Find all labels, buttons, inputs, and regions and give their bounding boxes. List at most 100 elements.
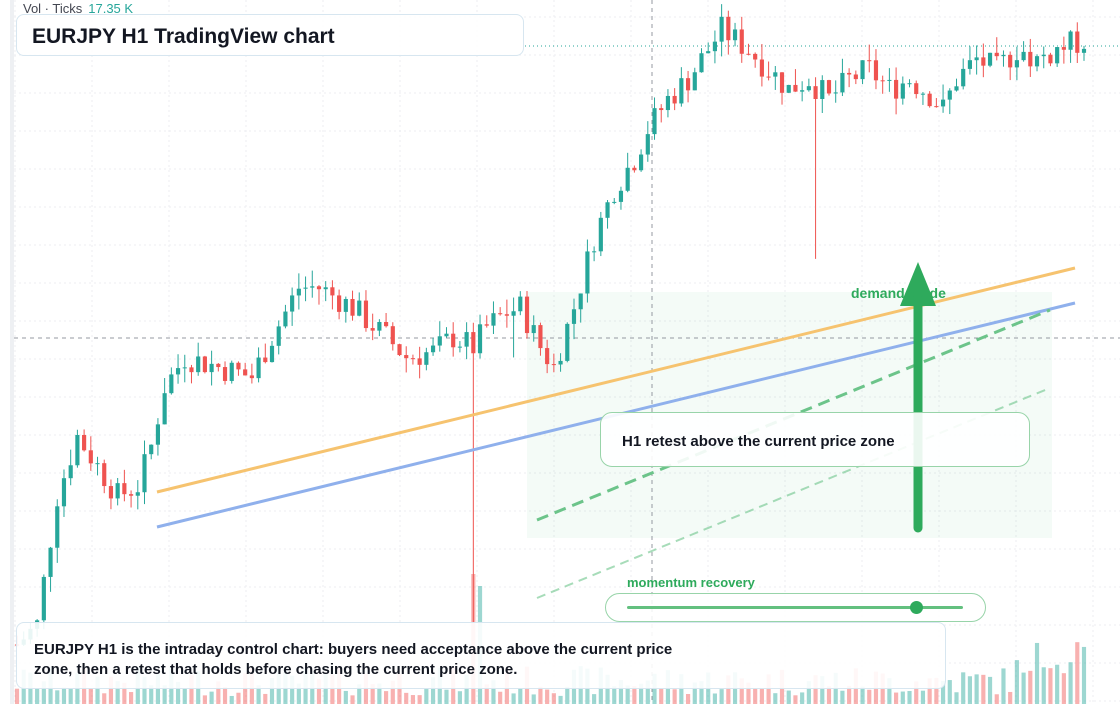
volume-bar xyxy=(1081,646,1087,704)
volume-bar xyxy=(404,692,409,704)
candle-body xyxy=(894,79,899,99)
volume-bar xyxy=(786,690,791,704)
chart-title-box: EURJPY H1 TradingView chart xyxy=(16,14,524,56)
volume-bar xyxy=(645,680,650,704)
candle-body xyxy=(880,80,885,82)
candle-body xyxy=(491,313,496,326)
candle-body xyxy=(243,369,248,376)
candle-body xyxy=(209,363,214,373)
candle-body xyxy=(323,287,328,290)
candle-body xyxy=(612,201,617,203)
green-dashed-channel-line-faint[interactable] xyxy=(536,387,1051,599)
candle-body xyxy=(55,506,60,548)
volume-bar xyxy=(484,684,489,704)
volume-bar xyxy=(390,680,395,704)
volume-bar xyxy=(430,677,436,704)
volume-bar xyxy=(350,695,355,704)
volume-bar xyxy=(974,674,979,704)
chart-grid xyxy=(14,0,1120,704)
momentum-track xyxy=(627,601,963,614)
candle-body xyxy=(592,251,597,253)
volume-bar xyxy=(793,695,798,704)
volume-bar xyxy=(149,685,154,704)
volume-bar xyxy=(1008,691,1013,704)
candle-body xyxy=(706,51,711,54)
candle-body xyxy=(947,90,952,100)
candle-body xyxy=(68,465,73,479)
volume-bar xyxy=(377,683,382,704)
volume-bar xyxy=(202,695,207,704)
candle-body xyxy=(48,547,53,577)
volume-bar xyxy=(55,690,60,704)
volume-bar xyxy=(679,674,684,704)
volume-bar xyxy=(498,691,503,704)
volume-legend-value: 17.35 K xyxy=(88,1,134,16)
volume-bar xyxy=(61,687,67,704)
candle-body xyxy=(974,57,979,61)
candle-body xyxy=(155,424,161,445)
candle-body xyxy=(786,84,791,93)
candle-body xyxy=(692,72,697,91)
candle-body xyxy=(679,78,684,104)
momentum-slider[interactable] xyxy=(605,593,986,622)
volume-bar xyxy=(256,685,261,704)
candle-body xyxy=(283,311,288,327)
candle-body xyxy=(665,95,671,111)
candle-body xyxy=(410,358,416,360)
volume-bar xyxy=(1061,673,1066,704)
candle-body xyxy=(464,332,469,347)
volume-bar xyxy=(753,688,758,704)
volume-bar xyxy=(551,693,556,704)
left-edge-bar xyxy=(10,0,14,704)
candle-body xyxy=(1001,54,1006,57)
candle-body xyxy=(518,296,523,312)
volume-bar xyxy=(806,681,811,704)
candle-body xyxy=(565,323,570,361)
volume-legend[interactable]: Vol · Ticks 17.35 K xyxy=(23,1,133,16)
candle-body xyxy=(498,313,503,315)
candle-body xyxy=(222,367,228,381)
volume-bar xyxy=(692,682,697,704)
volume-bar xyxy=(766,674,771,704)
candle-body xyxy=(954,86,959,91)
candle-body xyxy=(451,333,456,348)
candle-body xyxy=(471,332,476,354)
candle-body xyxy=(142,454,147,493)
candle-body xyxy=(618,190,624,202)
candle-body xyxy=(685,78,691,91)
candle-body xyxy=(699,53,704,73)
candle-body xyxy=(236,362,241,370)
candle-body xyxy=(813,86,818,100)
volume-bar xyxy=(605,674,610,704)
volume-bar xyxy=(444,689,449,704)
volume-bar xyxy=(927,678,932,704)
candle-body xyxy=(1048,54,1053,64)
volume-bar xyxy=(424,689,429,704)
candle-body xyxy=(477,324,483,354)
analysis-note-box: EURJPY H1 is the intraday control chart:… xyxy=(16,622,946,689)
volume-bar xyxy=(719,689,724,704)
volume-bar xyxy=(887,678,892,704)
candle-body xyxy=(531,325,536,334)
candle-body xyxy=(585,251,590,294)
volume-bar xyxy=(759,688,764,704)
candle-body xyxy=(296,288,301,296)
candle-body xyxy=(712,41,717,52)
momentum-knob[interactable] xyxy=(909,601,923,614)
candle-body xyxy=(860,60,865,80)
candle-body xyxy=(182,367,187,369)
volume-bar xyxy=(659,688,664,704)
candle-body xyxy=(337,295,342,312)
volume-bar xyxy=(129,692,134,704)
candle-body xyxy=(61,478,67,507)
candle-body xyxy=(370,328,375,331)
candle-body xyxy=(484,324,489,326)
candle-body xyxy=(739,29,744,54)
candle-body xyxy=(833,92,838,94)
volume-bar xyxy=(1001,668,1006,704)
candle-body xyxy=(672,95,677,104)
volume-bar xyxy=(491,680,496,704)
candle-body xyxy=(759,59,764,77)
candle-body xyxy=(229,362,234,381)
candle-body xyxy=(417,358,422,365)
